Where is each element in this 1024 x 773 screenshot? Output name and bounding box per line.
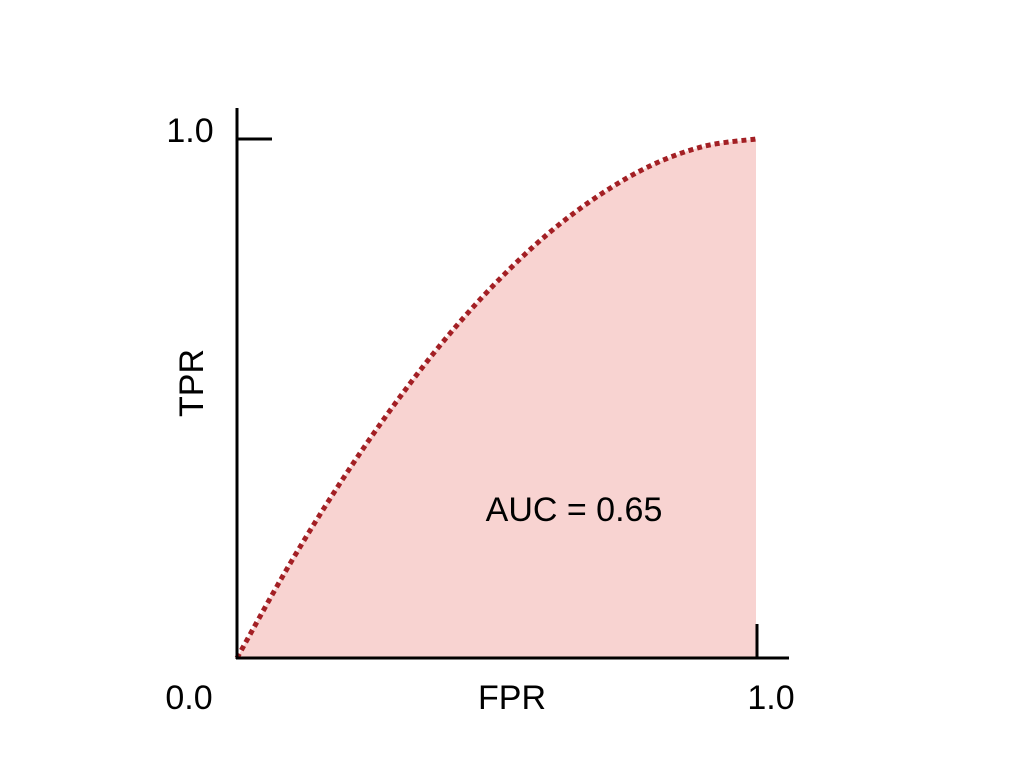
auc-annotation: AUC = 0.65	[486, 491, 663, 529]
auc-area	[237, 139, 756, 658]
x-tick-label-0: 0.0	[165, 679, 212, 717]
x-axis-label: FPR	[478, 679, 546, 717]
roc-curve	[234, 136, 757, 660]
x-tick-label-1: 1.0	[747, 679, 794, 717]
y-tick-label-1: 1.0	[166, 112, 213, 150]
y-axis-label: TPR	[173, 349, 211, 417]
